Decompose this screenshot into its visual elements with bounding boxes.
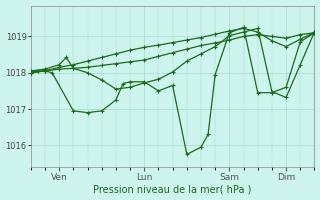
X-axis label: Pression niveau de la mer( hPa ): Pression niveau de la mer( hPa ) (93, 184, 252, 194)
